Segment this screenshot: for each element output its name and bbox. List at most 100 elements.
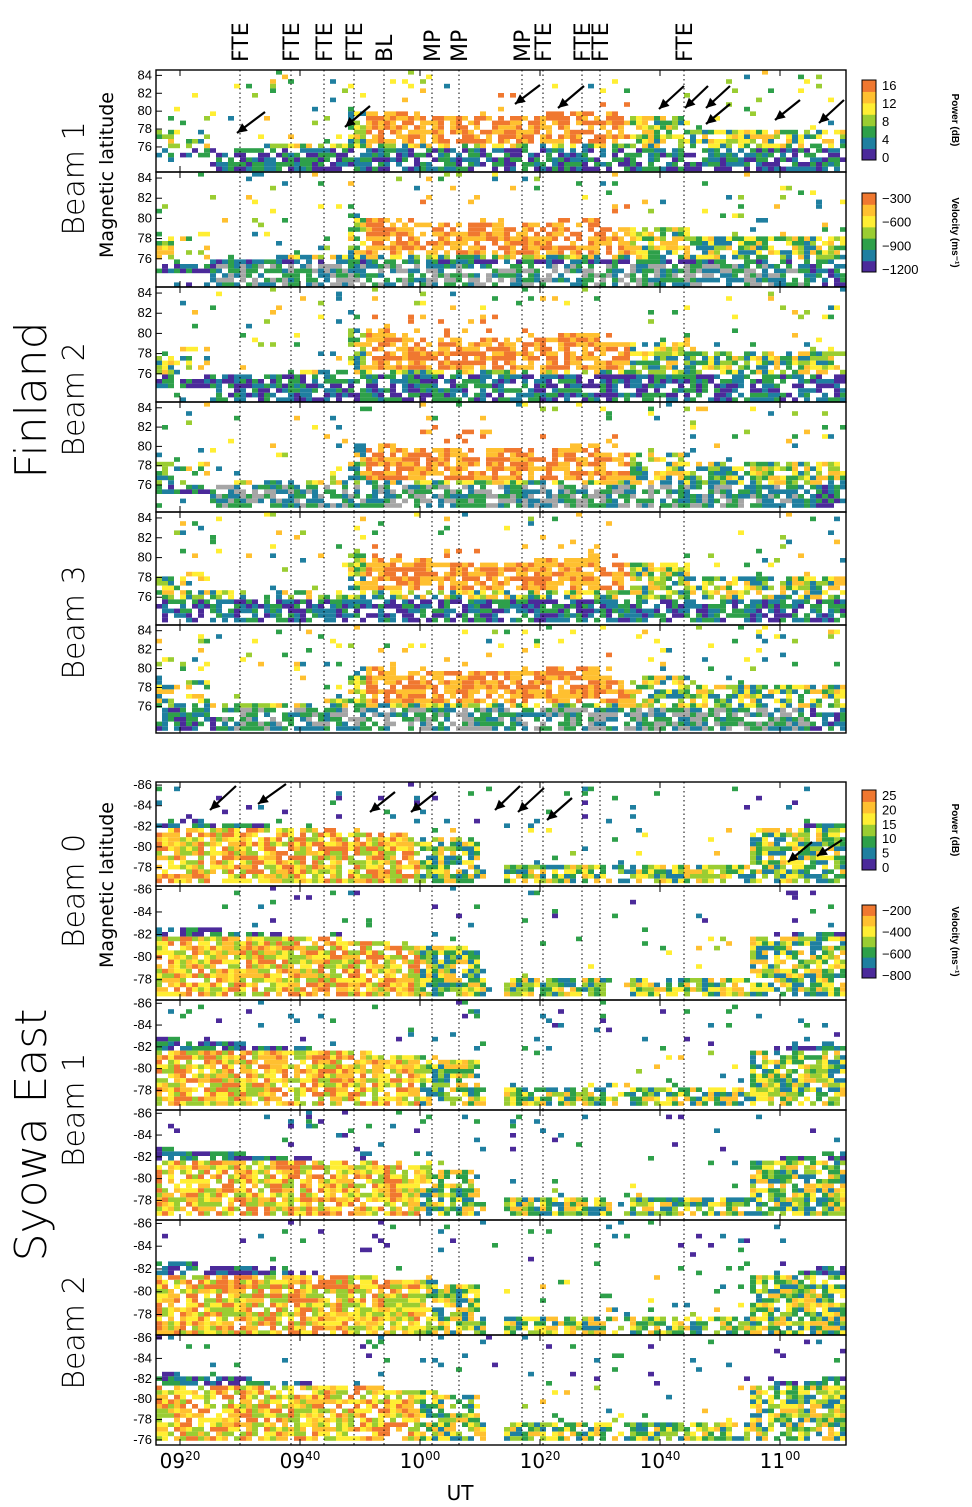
- echo-cell: [648, 562, 654, 568]
- echo-cell: [384, 571, 390, 577]
- echo-cell: [630, 567, 636, 572]
- echo-cell: [564, 333, 570, 338]
- echo-cell: [390, 613, 396, 618]
- echo-cell: [678, 143, 684, 149]
- echo-cell: [612, 480, 618, 485]
- echo-cell: [798, 388, 804, 393]
- echo-cell: [726, 143, 732, 149]
- echo-cell: [420, 360, 426, 366]
- echo-cell: [624, 143, 630, 149]
- echo-cell: [648, 452, 654, 458]
- echo-cell: [498, 448, 504, 453]
- echo-cell: [816, 236, 822, 241]
- echo-cell: [174, 608, 180, 614]
- echo-cell: [684, 471, 690, 476]
- echo-cell: [684, 333, 690, 338]
- echo-cell: [834, 157, 840, 162]
- echo-cell: [342, 273, 348, 278]
- echo-cell: [456, 222, 462, 228]
- echo-cell: [252, 613, 258, 618]
- echo-cell: [774, 484, 780, 490]
- echo-cell: [438, 581, 444, 586]
- echo-cell: [276, 388, 282, 393]
- echo-cell: [642, 148, 648, 153]
- echo-cell: [216, 503, 222, 508]
- echo-cell: [174, 585, 180, 591]
- echo-cell: [264, 599, 270, 604]
- echo-cell: [420, 369, 426, 375]
- finland-label: Finland: [6, 321, 57, 478]
- echo-cell: [348, 259, 354, 264]
- echo-cell: [354, 585, 360, 591]
- echo-cell: [780, 277, 786, 283]
- echo-cell: [372, 585, 378, 591]
- echo-cell: [402, 282, 408, 287]
- echo-cell: [510, 152, 516, 158]
- echo-cell: [462, 581, 468, 586]
- echo-cell: [630, 383, 636, 389]
- echo-cell: [726, 139, 732, 144]
- echo-cell: [816, 273, 822, 278]
- y-tick-label: 76: [138, 251, 152, 266]
- echo-cell: [366, 273, 372, 278]
- echo-cell: [252, 608, 258, 614]
- echo-cell: [312, 494, 318, 499]
- echo-cell: [378, 567, 384, 572]
- echo-cell: [792, 475, 798, 481]
- echo-cell: [732, 475, 738, 481]
- echo-cell: [348, 562, 354, 568]
- echo-cell: [564, 466, 570, 471]
- echo-cell: [174, 268, 180, 274]
- echo-cell: [432, 277, 438, 283]
- echo-cell: [636, 576, 642, 581]
- echo-cell: [510, 273, 516, 278]
- echo-cell: [432, 594, 438, 600]
- echo-cell: [690, 604, 696, 609]
- echo-cell: [372, 360, 378, 366]
- echo-cell: [660, 268, 666, 274]
- echo-cell: [600, 231, 606, 237]
- echo-cell: [720, 162, 726, 167]
- echo-cell: [786, 148, 792, 153]
- echo-cell: [792, 489, 798, 494]
- echo-cell: [258, 264, 264, 269]
- echo-cell: [600, 241, 606, 246]
- echo-cell: [180, 608, 186, 614]
- echo-cell: [618, 484, 624, 490]
- echo-cell: [546, 562, 552, 568]
- echo-cell: [678, 594, 684, 600]
- echo-cell: [546, 617, 552, 623]
- echo-cell: [558, 337, 564, 343]
- echo-cell: [678, 452, 684, 458]
- echo-cell: [426, 388, 432, 393]
- echo-cell: [324, 268, 330, 274]
- echo-cell: [324, 148, 330, 153]
- echo-cell: [372, 254, 378, 260]
- echo-cell: [702, 383, 708, 389]
- echo-cell: [300, 143, 306, 149]
- echo-cell: [738, 379, 744, 384]
- echo-cell: [456, 567, 462, 572]
- echo-cell: [438, 503, 444, 508]
- echo-cell: [612, 457, 618, 462]
- echo-cell: [594, 360, 600, 366]
- echo-cell: [324, 599, 330, 604]
- echo-cell: [204, 379, 210, 384]
- echo-cell: [594, 116, 600, 121]
- echo-cell: [402, 166, 408, 172]
- echo-cell: [528, 489, 534, 494]
- echo-cell: [630, 471, 636, 476]
- echo-cell: [252, 264, 258, 269]
- echo-cell: [546, 567, 552, 572]
- echo-cell: [444, 250, 450, 255]
- echo-cell: [306, 268, 312, 274]
- echo-cell: [276, 379, 282, 384]
- echo-cell: [594, 553, 600, 558]
- echo-cell: [714, 397, 720, 402]
- echo-cell: [546, 365, 552, 370]
- echo-cell: [696, 484, 702, 490]
- echo-cell: [360, 558, 366, 563]
- echo-cell: [816, 388, 822, 393]
- echo-cell: [582, 162, 588, 167]
- echo-cell: [480, 392, 486, 398]
